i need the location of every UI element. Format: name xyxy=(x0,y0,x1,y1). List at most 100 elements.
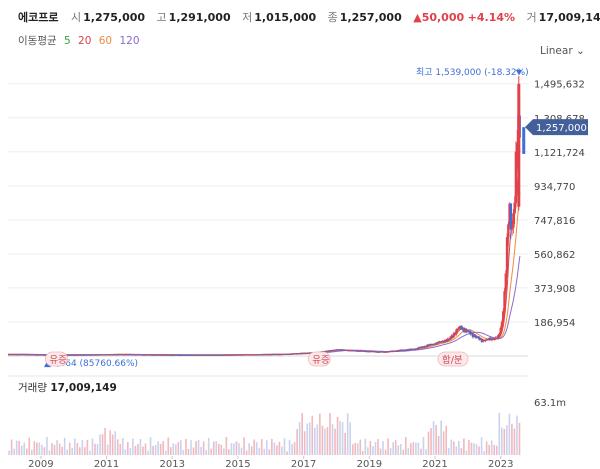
volume-bar xyxy=(458,440,460,455)
candle-body xyxy=(513,202,516,214)
candle-body xyxy=(478,337,481,340)
volume-bar xyxy=(127,442,129,455)
candle-body xyxy=(109,354,112,356)
candle-body xyxy=(230,354,233,356)
candle-body xyxy=(433,343,437,345)
candle-body xyxy=(411,348,414,350)
candle-body xyxy=(182,354,185,356)
volume-bar xyxy=(101,434,104,455)
candle-body xyxy=(475,337,478,339)
candle-body xyxy=(128,354,131,356)
volume-bar xyxy=(407,448,410,455)
candle-body xyxy=(176,354,179,356)
volume-bar xyxy=(20,445,23,455)
volume-bar xyxy=(197,439,200,455)
volume-bar xyxy=(228,449,230,455)
candle-body xyxy=(457,326,461,329)
volume-bar xyxy=(56,440,58,455)
candle-body xyxy=(452,332,456,337)
candle-body xyxy=(149,354,152,356)
candle-body xyxy=(375,351,379,353)
candle-body xyxy=(302,352,305,354)
candle-body xyxy=(162,354,165,356)
candle-body xyxy=(473,335,476,338)
candle-body xyxy=(354,350,357,352)
volume-bar xyxy=(430,428,432,455)
volume-bar xyxy=(334,428,336,455)
volume-bar xyxy=(503,428,506,455)
candle-body xyxy=(248,354,251,356)
candle-body xyxy=(138,354,141,356)
candle-body xyxy=(445,340,448,342)
candle-body xyxy=(365,351,369,353)
candle-body xyxy=(293,353,296,355)
volume-bar xyxy=(319,413,321,455)
volume-bar xyxy=(420,448,422,455)
candle-body xyxy=(86,354,89,356)
candle-body xyxy=(107,354,111,356)
scale-label: Linear xyxy=(540,45,573,57)
candle-body xyxy=(67,354,70,356)
candle-body xyxy=(332,349,336,351)
volume-bar xyxy=(235,441,238,455)
volume-bar xyxy=(437,435,440,455)
candle-body xyxy=(294,353,298,355)
candle-body xyxy=(402,349,405,351)
volume-bar xyxy=(53,444,56,455)
candle-body xyxy=(460,325,463,330)
volume-bar xyxy=(291,444,293,455)
candle-body xyxy=(364,351,367,353)
volume-bar xyxy=(308,422,311,455)
volume-bar xyxy=(329,413,331,455)
candle-body xyxy=(262,354,265,356)
scale-toggle[interactable]: Linear ⌄ xyxy=(540,45,585,57)
candle-body xyxy=(250,354,254,356)
candle-body xyxy=(397,350,400,352)
candle-body xyxy=(359,350,362,352)
candle-body xyxy=(163,354,166,356)
candle-body xyxy=(356,350,360,352)
volume-bar xyxy=(468,439,470,455)
candle-body xyxy=(172,354,175,356)
volume-bar xyxy=(273,442,276,455)
candle-body xyxy=(157,354,160,356)
candle-body xyxy=(484,339,487,341)
candle-body xyxy=(265,354,269,356)
candle-body xyxy=(260,354,264,356)
low-label: 저 xyxy=(242,11,253,24)
candle-body xyxy=(385,351,389,353)
volume-bar xyxy=(508,413,511,455)
candle-body xyxy=(200,354,203,356)
volume-bar xyxy=(356,443,359,455)
volume-bar xyxy=(23,442,26,455)
moving-average-legend[interactable]: 이동평균 5 20 60 120 xyxy=(18,33,144,48)
candle-body xyxy=(296,353,299,355)
volume-bar xyxy=(394,440,397,455)
volume-bar xyxy=(51,443,53,455)
volume-bar xyxy=(427,431,430,455)
volume-bar xyxy=(331,424,334,455)
candle-body xyxy=(467,331,471,333)
volume-bar xyxy=(349,422,351,455)
volume-bar xyxy=(379,448,382,455)
candle-body xyxy=(205,354,208,356)
volume-bar xyxy=(210,448,213,455)
candle-body xyxy=(135,354,139,356)
candle-body xyxy=(345,349,348,351)
candle-body xyxy=(346,350,350,352)
candle-body xyxy=(306,352,309,354)
volume-bar xyxy=(220,444,223,455)
candle-body xyxy=(450,335,453,338)
candle-body xyxy=(441,341,444,343)
candle-body xyxy=(421,346,424,348)
candle-body xyxy=(91,354,94,356)
candle-body xyxy=(160,354,164,356)
candle-body xyxy=(469,331,472,335)
volume-bar xyxy=(425,449,427,455)
candle-body xyxy=(116,354,120,356)
volume-bar xyxy=(445,425,448,455)
candle-body xyxy=(442,341,446,343)
candle-body xyxy=(125,354,128,356)
candle-body xyxy=(388,350,391,352)
